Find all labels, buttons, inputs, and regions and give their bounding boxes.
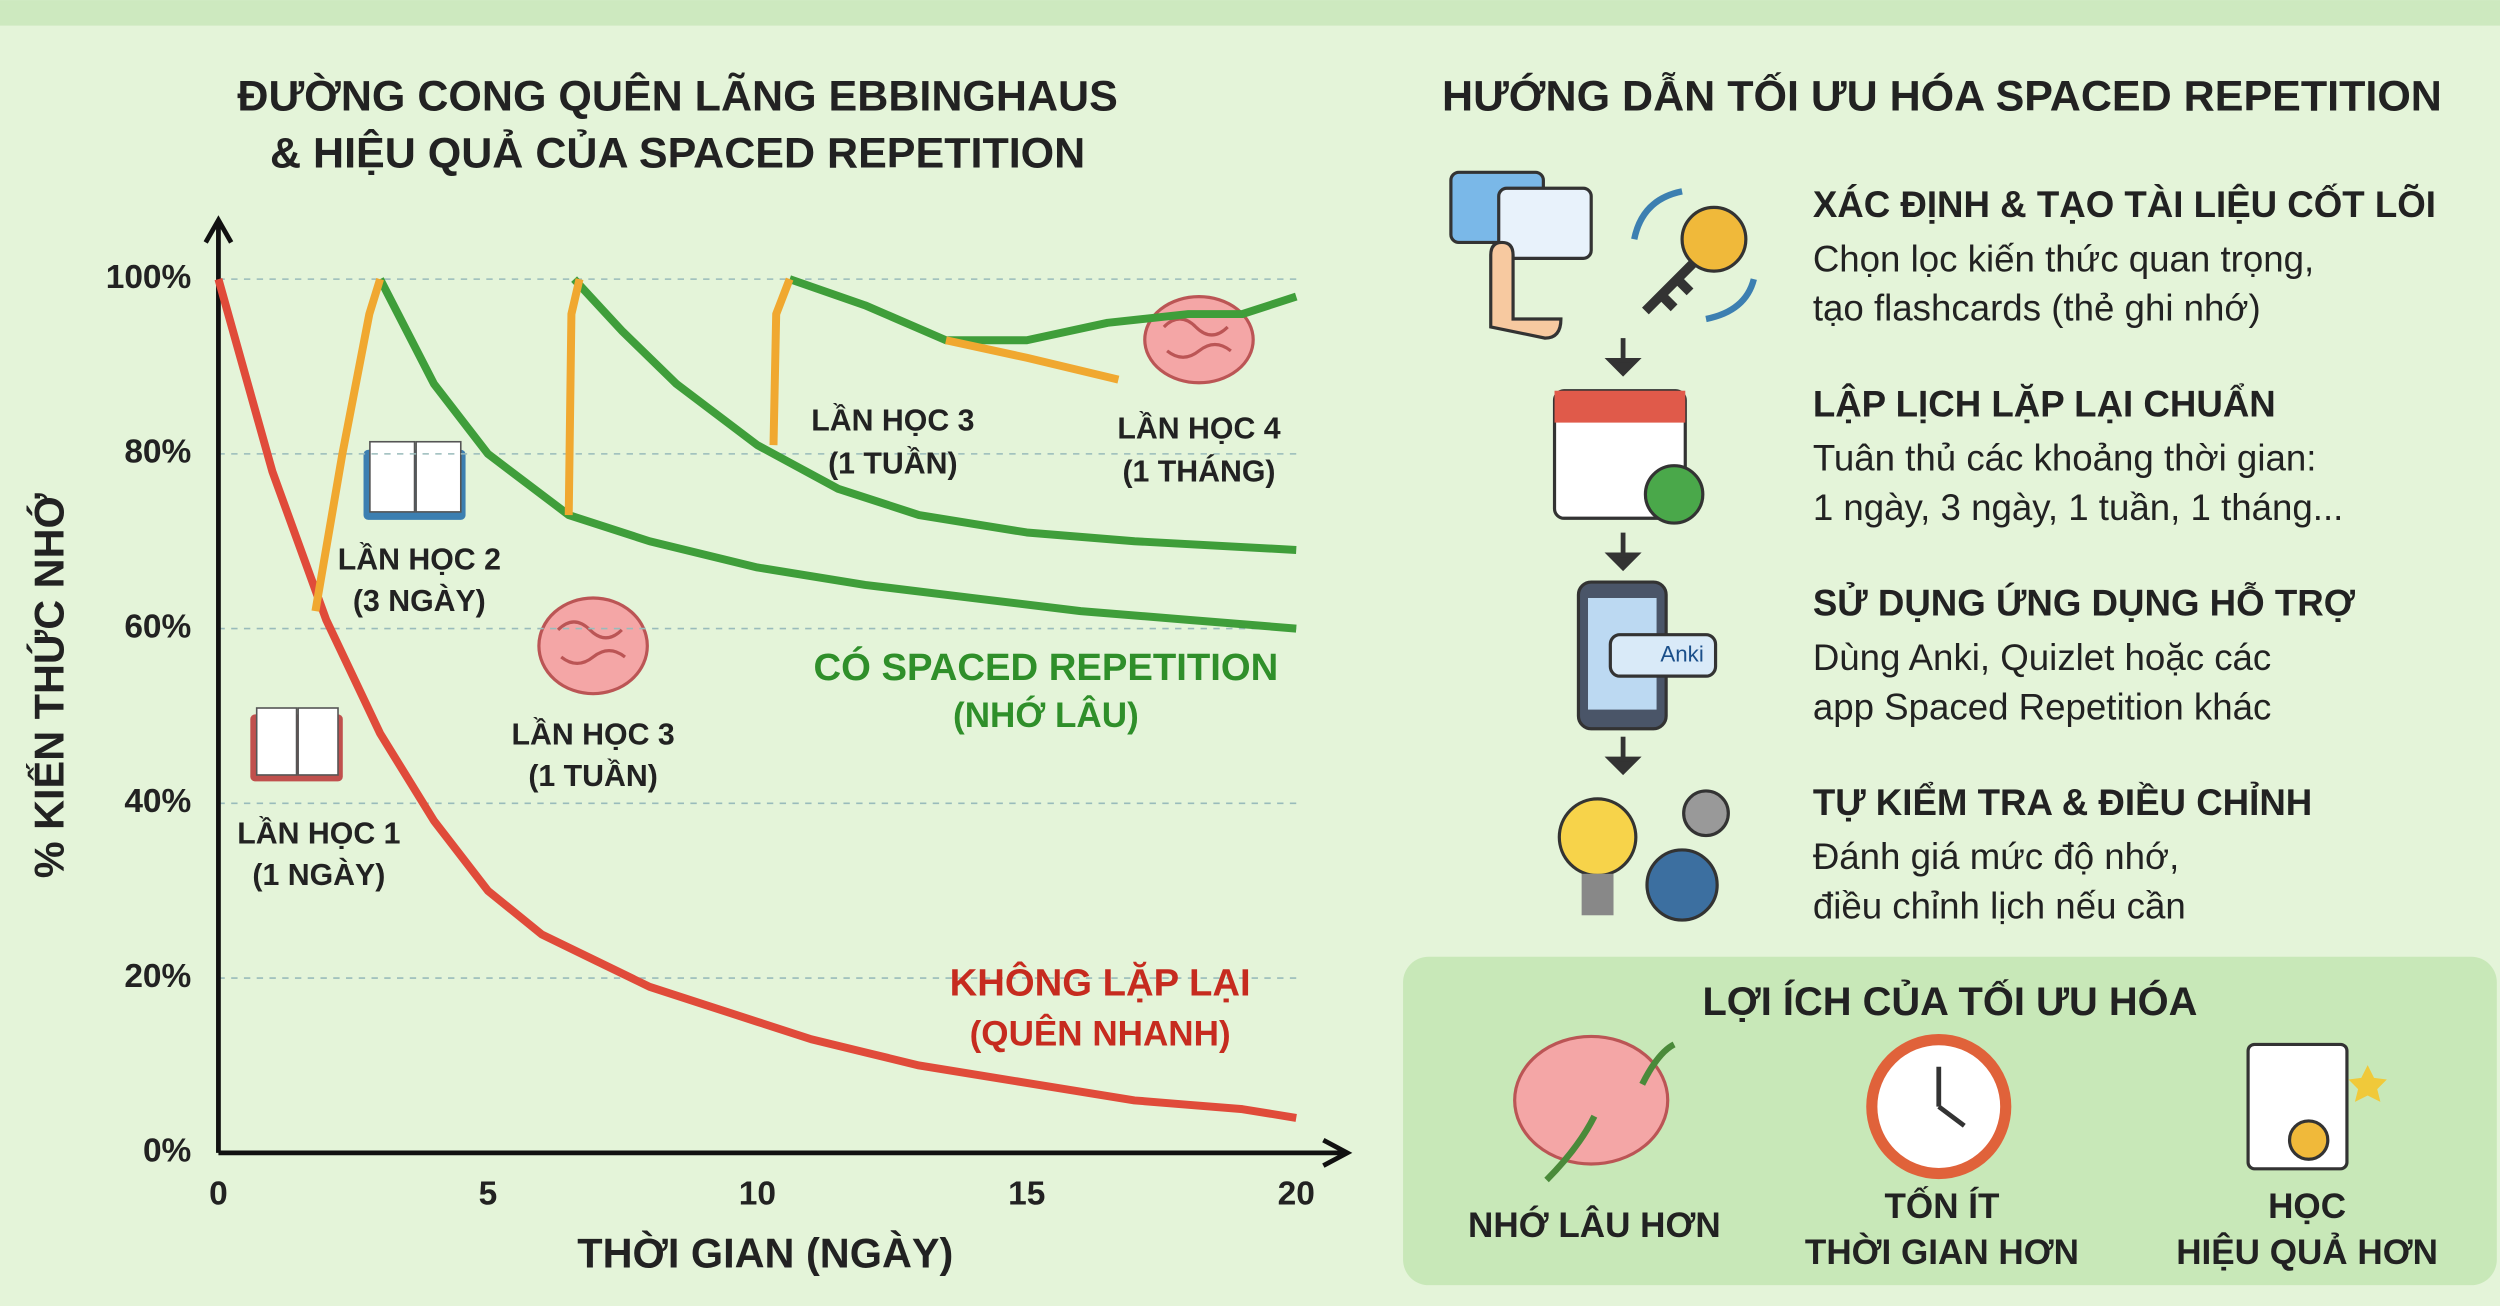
chart-title: ĐƯỜNG CONG QUÊN LÃNG EBBINGHAUS: [237, 71, 1117, 120]
calendar-icon: [1552, 389, 1705, 525]
series-line: [564, 278, 584, 516]
benefit-label: HIỆU QUẢ HƠN: [2176, 1232, 2438, 1272]
benefits-title: LỢI ÍCH CỦA TỐI ƯU HÓA: [1702, 978, 2197, 1024]
series-line: [945, 336, 1120, 384]
y-tick-label: 80%: [124, 434, 191, 471]
flashcard-icon: [1449, 170, 1593, 340]
step-text: Chọn lọc kiến thức quan trọng,: [1813, 238, 2314, 279]
y-tick-label: 40%: [124, 783, 191, 820]
series-line: [788, 275, 1298, 345]
x-tick-label: 0: [209, 1176, 228, 1213]
x-tick-label: 5: [479, 1176, 498, 1213]
x-axis-title: THỜI GIAN (NGÀY): [577, 1229, 953, 1276]
annotation: (3 NGÀY): [353, 584, 486, 618]
y-axis-title: % KIẾN THỨC NHỚ: [26, 492, 73, 878]
series-line: [571, 276, 1297, 554]
benefit-label: HỌC: [2268, 1187, 2346, 1226]
y-tick-label: 100%: [106, 259, 192, 296]
annotation: LẦN HỌC 3: [811, 404, 974, 438]
brain-icon: [537, 596, 649, 696]
step-arrows: [1604, 338, 1642, 776]
brain-icon: [1143, 295, 1255, 385]
annotation: (1 TUẦN): [528, 759, 658, 793]
step-text: 1 ngày, 3 ngày, 1 tuần, 1 tháng...: [1813, 487, 2344, 528]
x-tick-label: 15: [1008, 1176, 1045, 1213]
chart-title: & HIỆU QUẢ CỦA SPACED REPETITION: [270, 129, 1085, 178]
certificate-icon: [2246, 1042, 2387, 1171]
annotation: (1 NGÀY): [252, 858, 385, 892]
annotation: (QUÊN NHANH): [970, 1014, 1231, 1054]
step-text: điều chỉnh lịch nếu cần: [1813, 886, 2186, 927]
x-axis: [218, 1137, 1353, 1168]
step-heading: XÁC ĐỊNH & TẠO TÀI LIỆU CỐT LÕI: [1813, 183, 2436, 225]
book-icon: [250, 707, 343, 782]
series-line: [214, 278, 1297, 1122]
benefit-label: TỐN ÍT: [1885, 1186, 2000, 1226]
key-icon: [1631, 188, 1757, 323]
step-heading: SỬ DỤNG ỨNG DỤNG HỖ TRỢ: [1813, 582, 2356, 624]
bulb-gear-icon: [1557, 789, 1730, 922]
series-label: KHÔNG LẶP LẠI: [950, 960, 1251, 1005]
annotation: LẦN HỌC 2: [338, 542, 501, 576]
annotation: LẦN HỌC 4: [1117, 412, 1280, 446]
x-tick-label: 10: [739, 1176, 776, 1213]
benefit-label: NHỚ LÂU HƠN: [1468, 1205, 1721, 1245]
y-tick-label: 60%: [124, 608, 191, 645]
series-label: CÓ SPACED REPETITION: [814, 645, 1279, 689]
series-line: [769, 277, 794, 446]
benefit-brain-icon: [1513, 1034, 1676, 1183]
x-tick-label: 20: [1278, 1176, 1315, 1213]
clock-icon: [1866, 1034, 2012, 1180]
series-line: [311, 277, 384, 612]
annotation: (1 THÁNG): [1122, 455, 1275, 489]
annotation: (NHỚ LÂU): [953, 695, 1139, 735]
step-heading: TỰ KIỂM TRA & ĐIỀU CHỈNH: [1813, 781, 2312, 823]
step-text: app Spaced Repetition khác: [1813, 686, 2272, 727]
y-axis: [203, 215, 234, 1153]
series-line: [376, 277, 1297, 633]
step-heading: LẬP LỊCH LẶP LẠI CHUẨN: [1813, 382, 2276, 424]
benefit-label: THỜI GIAN HƠN: [1805, 1232, 2079, 1272]
y-tick-label: 0%: [143, 1133, 191, 1170]
step-text: tạo flashcards (thẻ ghi nhớ): [1813, 288, 2261, 329]
step-text: Tuân thủ các khoảng thời gian:: [1813, 438, 2317, 479]
annotation: LẦN HỌC 3: [512, 718, 675, 752]
y-tick-label: 20%: [124, 958, 191, 995]
phone-icon: [1576, 580, 1718, 731]
annotation: (1 TUẦN): [828, 447, 958, 481]
annotation: LẦN HỌC 1: [237, 817, 400, 851]
top-band: [0, 0, 2500, 26]
step-text: Dùng Anki, Quizlet hoặc các: [1813, 637, 2271, 678]
icon-label: Anki: [1660, 641, 1703, 666]
step-text: Đánh giá mức độ nhớ,: [1813, 836, 2179, 877]
guide-title: HƯỚNG DẪN TỐI ƯU HÓA SPACED REPETITION: [1442, 71, 2442, 120]
